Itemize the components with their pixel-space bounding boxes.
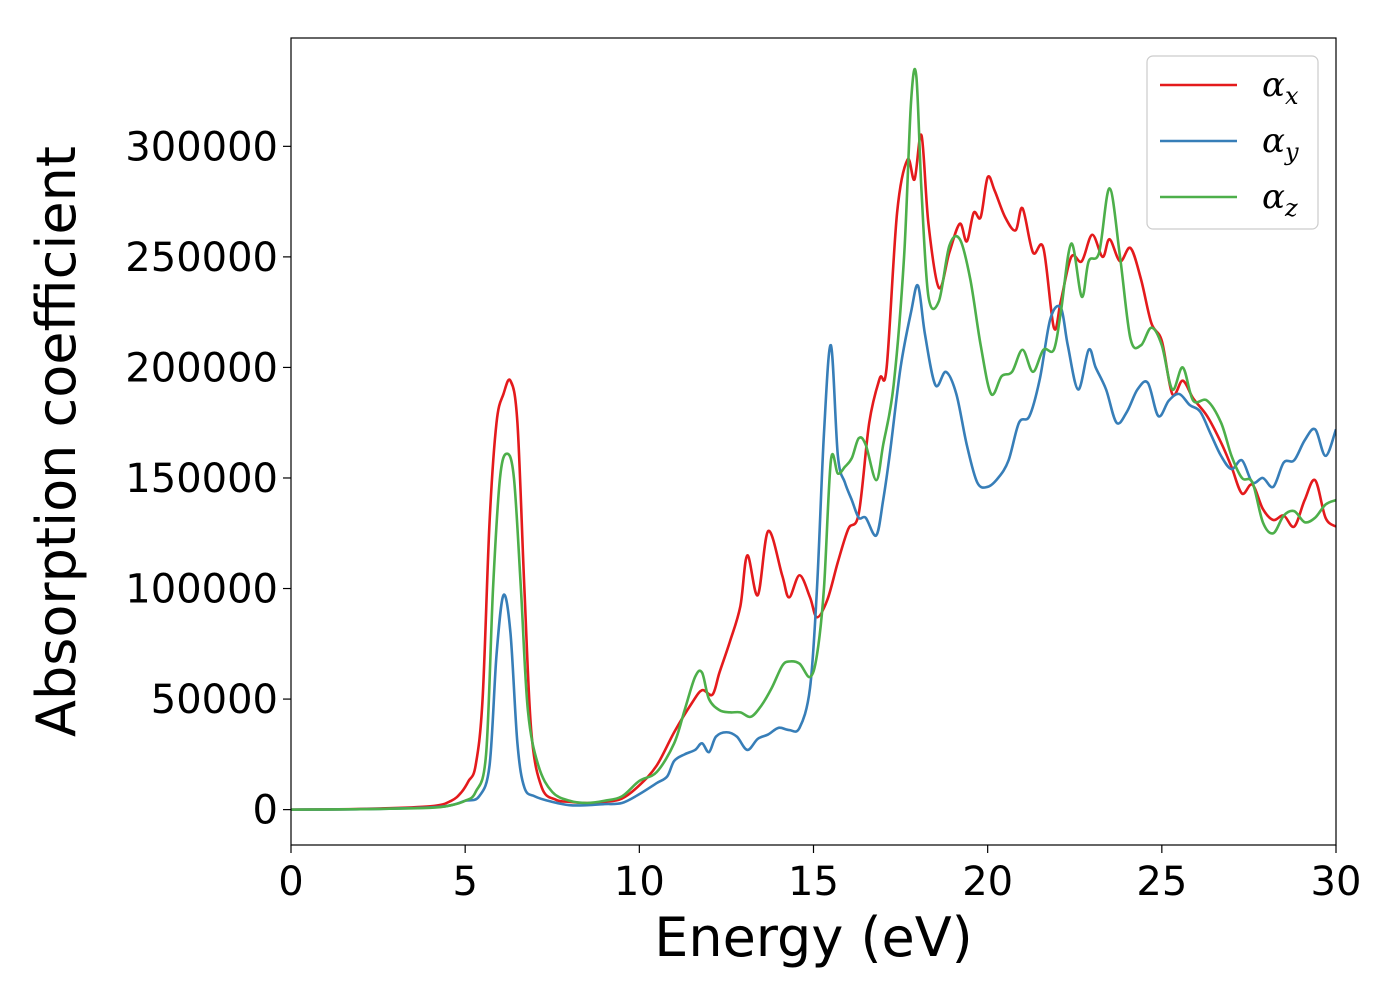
legend-label-x: αx (1262, 65, 1299, 110)
y-tick-label: 200000 (125, 345, 278, 391)
y-tick-label: 100000 (125, 567, 278, 613)
legend-box (1146, 55, 1319, 230)
x-tick-label: 5 (452, 859, 477, 905)
x-tick-label: 30 (1311, 859, 1362, 905)
x-axis-label: Energy (eV) (654, 906, 973, 969)
x-tick-label: 0 (278, 859, 303, 905)
y-tick-label: 300000 (125, 124, 278, 170)
y-tick-label: 250000 (125, 235, 278, 281)
y-axis-ticks: 0 50000 100000 150000 200000 250000 300000 (125, 124, 291, 834)
y-tick-label: 50000 (151, 677, 278, 723)
series-line-z (291, 67, 1336, 811)
x-tick-label: 10 (614, 859, 665, 905)
x-tick-label: 15 (788, 859, 839, 905)
series-line-y (291, 283, 1336, 811)
series-lines (291, 67, 1336, 811)
y-tick-label: 0 (253, 788, 278, 834)
x-tick-label: 20 (962, 859, 1013, 905)
y-axis-label: Absorption coefficient (25, 146, 88, 737)
y-tick-label: 150000 (125, 456, 278, 502)
legend-label-y: αy (1262, 121, 1299, 166)
x-tick-label: 25 (1136, 859, 1187, 905)
legend: αx αy αz (1146, 55, 1319, 230)
x-axis-ticks: 0 5 10 15 20 25 30 (278, 845, 1361, 905)
legend-label-z: αz (1262, 177, 1298, 222)
